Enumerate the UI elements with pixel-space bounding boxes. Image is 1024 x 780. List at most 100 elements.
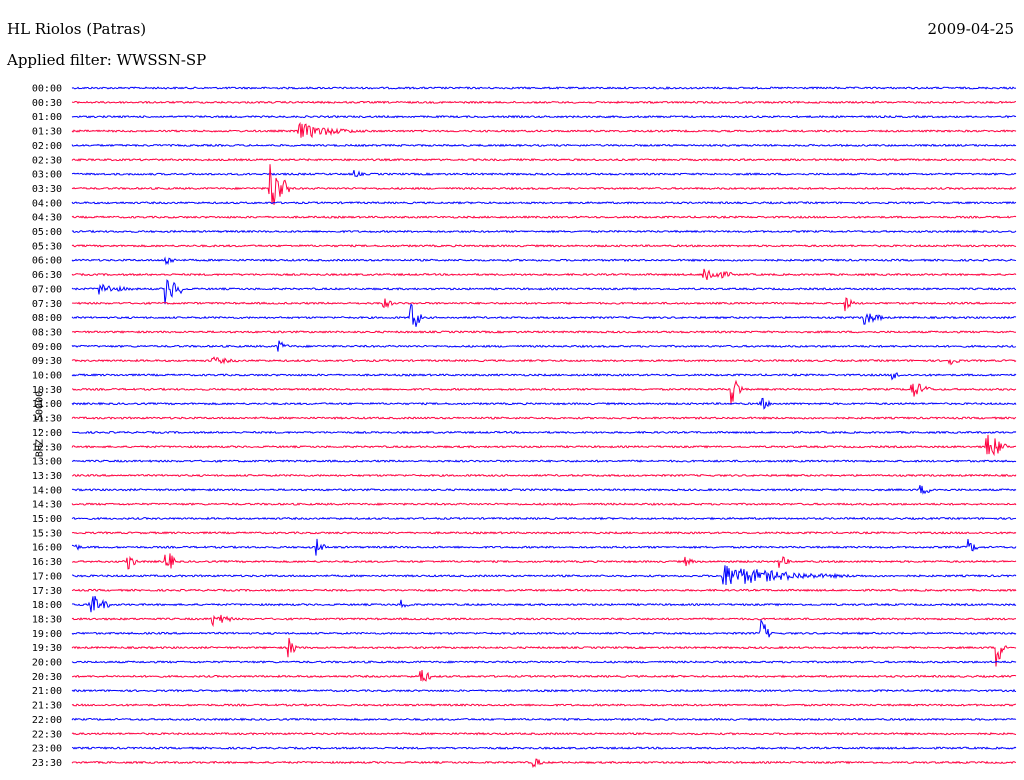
- tick-label-0030: 00:30: [32, 98, 62, 109]
- tick-label-0200: 02:00: [32, 141, 62, 152]
- trace-0830: [71, 330, 1017, 334]
- trace-1130: [71, 416, 1017, 420]
- trace-0800: [71, 303, 1017, 327]
- trace-0330: [71, 164, 1017, 205]
- trace-1400: [71, 485, 1017, 495]
- tick-label-0600: 06:00: [32, 256, 62, 267]
- tick-label-0500: 05:00: [32, 227, 62, 238]
- tick-label-0300: 03:00: [32, 170, 62, 181]
- tick-label-0100: 01:00: [32, 112, 62, 123]
- tick-label-1000: 10:00: [32, 371, 62, 382]
- trace-1000: [71, 372, 1017, 381]
- trace-0900: [71, 340, 1017, 352]
- trace-1700: [71, 565, 1017, 585]
- tick-label-2100: 21:00: [32, 686, 62, 697]
- trace-1900: [71, 618, 1017, 638]
- trace-2300: [71, 746, 1017, 750]
- trace-1630: [71, 553, 1017, 570]
- tick-label-1700: 17:00: [32, 571, 62, 582]
- tick-label-2000: 20:00: [32, 658, 62, 669]
- tick-label-1330: 13:30: [32, 471, 62, 482]
- tick-label-2030: 20:30: [32, 672, 62, 683]
- trace-1530: [71, 531, 1017, 535]
- tick-label-1400: 14:00: [32, 485, 62, 496]
- tick-label-2130: 21:30: [32, 701, 62, 712]
- tick-label-2330: 23:30: [32, 758, 62, 769]
- trace-1300: [71, 459, 1017, 463]
- tick-label-0130: 01:30: [32, 127, 62, 138]
- tick-label-0000: 00:00: [32, 84, 62, 95]
- trace-2000: [71, 660, 1017, 664]
- tick-label-0530: 05:30: [32, 241, 62, 252]
- trace-1330: [71, 473, 1017, 478]
- tick-label-1630: 16:30: [32, 557, 62, 568]
- trace-1100: [71, 397, 1017, 410]
- tick-label-0400: 04:00: [32, 198, 62, 209]
- trace-0300: [71, 170, 1017, 178]
- trace-0530: [71, 244, 1017, 248]
- tick-label-0830: 08:30: [32, 327, 62, 338]
- trace-1200: [71, 430, 1017, 435]
- tick-label-2230: 22:30: [32, 729, 62, 740]
- trace-0130: [71, 121, 1017, 139]
- tick-label-1530: 15:30: [32, 528, 62, 539]
- tick-label-0900: 09:00: [32, 342, 62, 353]
- trace-2030: [71, 670, 1017, 682]
- trace-group: [71, 86, 1017, 769]
- trace-1030: [71, 379, 1017, 404]
- trace-0730: [71, 297, 1017, 312]
- trace-1930: [71, 637, 1017, 667]
- filter-label: Applied filter: WWSSN-SP: [7, 51, 207, 69]
- tick-label-1030: 10:30: [32, 385, 62, 396]
- trace-1830: [71, 614, 1017, 628]
- tick-label-0930: 09:30: [32, 356, 62, 367]
- trace-1500: [71, 516, 1017, 521]
- tick-label-0430: 04:30: [32, 213, 62, 224]
- tick-label-1930: 19:30: [32, 643, 62, 654]
- tick-labels: 00:00 00:30 01:00 01:30 02:00 02:30 03:00 03:30…: [32, 84, 62, 769]
- tick-label-1500: 15:00: [32, 514, 62, 525]
- trace-0600: [71, 256, 1017, 266]
- trace-2230: [71, 731, 1017, 736]
- trace-2200: [71, 717, 1017, 722]
- trace-0630: [71, 268, 1017, 281]
- tick-label-1830: 18:30: [32, 614, 62, 625]
- trace-2100: [71, 688, 1017, 693]
- tick-label-1900: 19:00: [32, 629, 62, 640]
- trace-0030: [71, 100, 1017, 105]
- tick-label-1200: 12:00: [32, 428, 62, 439]
- tick-label-0330: 03:30: [32, 184, 62, 195]
- tick-label-0730: 07:30: [32, 299, 62, 310]
- trace-1730: [71, 588, 1017, 593]
- trace-2330: [71, 758, 1017, 769]
- tick-label-1100: 11:00: [32, 399, 62, 410]
- tick-label-1130: 11:30: [32, 414, 62, 425]
- trace-1430: [71, 502, 1017, 506]
- trace-0200: [71, 143, 1017, 148]
- tick-label-1600: 16:00: [32, 543, 62, 554]
- trace-0430: [71, 215, 1017, 219]
- tick-label-2300: 23:00: [32, 744, 62, 755]
- tick-label-2200: 22:00: [32, 715, 62, 726]
- tick-label-1230: 12:30: [32, 442, 62, 453]
- tick-label-0800: 08:00: [32, 313, 62, 324]
- trace-0230: [71, 157, 1017, 162]
- trace-0700: [71, 279, 1017, 305]
- trace-0000: [71, 86, 1017, 90]
- trace-0400: [71, 200, 1017, 205]
- tick-label-1430: 14:30: [32, 500, 62, 511]
- tick-label-0630: 06:30: [32, 270, 62, 281]
- trace-0100: [71, 114, 1017, 119]
- tick-label-1300: 13:00: [32, 457, 62, 468]
- tick-label-1800: 18:00: [32, 600, 62, 611]
- trace-0930: [71, 356, 1017, 366]
- trace-1800: [71, 595, 1017, 613]
- trace-1230: [71, 434, 1017, 457]
- tick-label-0700: 07:00: [32, 284, 62, 295]
- trace-0500: [71, 229, 1017, 234]
- tick-label-0230: 02:30: [32, 155, 62, 166]
- trace-2130: [71, 703, 1017, 707]
- trace-1600: [71, 538, 1017, 556]
- tick-label-1730: 17:30: [32, 586, 62, 597]
